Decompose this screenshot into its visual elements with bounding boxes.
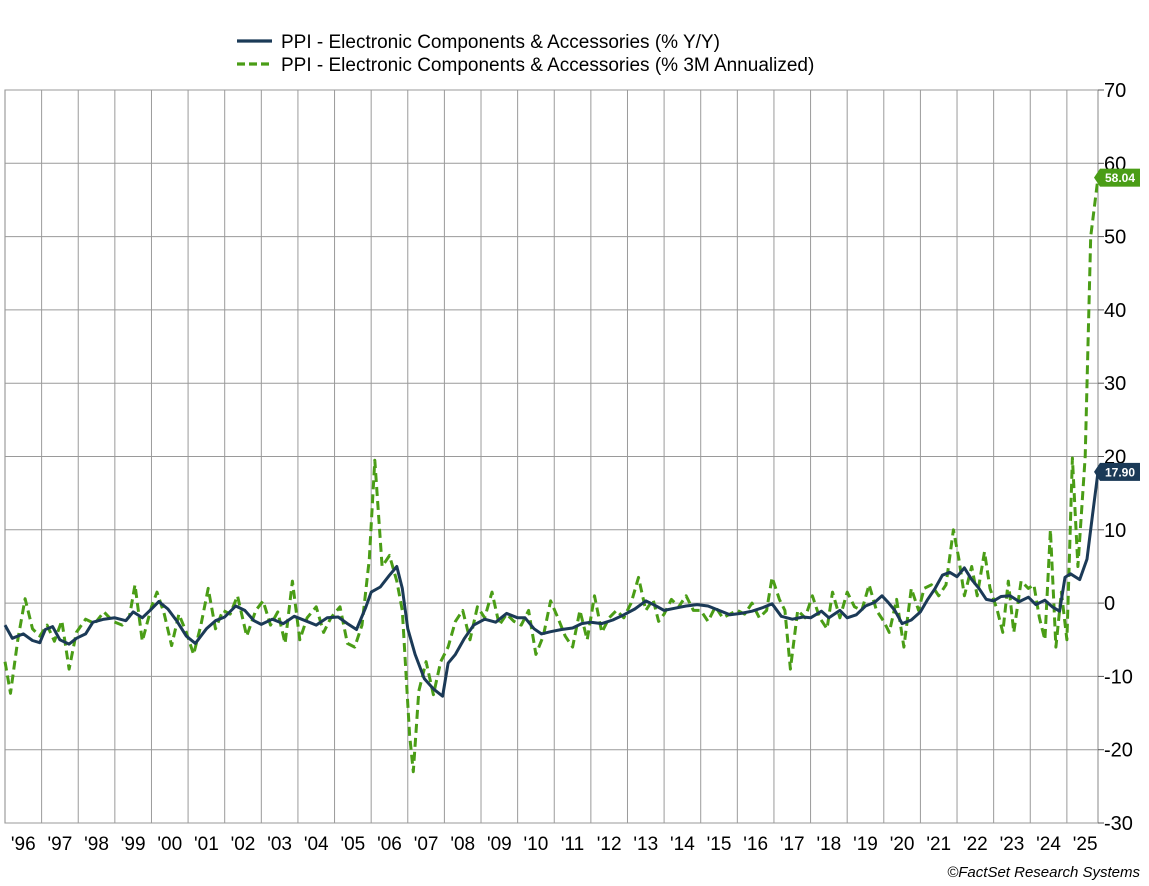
series-layer: [3, 177, 1100, 774]
badge-pointer: [1094, 462, 1100, 481]
y-tick-label: 40: [1104, 300, 1126, 322]
y-tick-label: 10: [1104, 520, 1126, 542]
y-tick-label: -10: [1104, 666, 1133, 688]
last-value-label: 58.04: [1105, 171, 1135, 185]
x-tick-label: '06: [377, 834, 402, 855]
y-tick-label: 0: [1104, 593, 1115, 615]
gridlines: [5, 89, 1098, 824]
x-tick-label: '98: [84, 834, 109, 855]
x-tick-label: '22: [963, 834, 988, 855]
x-axis: '96 '97 '98 '99 '00 '01 '02 '03 '04 '05 '06 '07 '08 '…: [11, 834, 1098, 855]
legend-label-3m: PPI - Electronic Components & Accessorie…: [281, 55, 814, 76]
x-tick-label: '21: [926, 834, 951, 855]
x-tick-label: '04: [304, 834, 329, 855]
badge-pointer: [1094, 168, 1100, 187]
x-tick-label: '09: [487, 834, 512, 855]
x-tick-label: '14: [670, 834, 695, 855]
x-tick-label: '16: [743, 834, 768, 855]
y-tick-label: 30: [1104, 373, 1126, 395]
x-tick-label: '18: [816, 834, 841, 855]
x-tick-label: '12: [597, 834, 622, 855]
x-tick-label: '02: [231, 834, 256, 855]
last-value-badge-yy: [1100, 462, 1140, 481]
x-tick-label: '25: [1073, 834, 1098, 855]
x-tick-label: '10: [524, 834, 549, 855]
y-tick-label: -30: [1104, 813, 1133, 835]
y-tick-label: 50: [1104, 227, 1126, 249]
last-value-label: 17.90: [1105, 465, 1135, 479]
last-value-badges: 17.90 58.04: [1094, 168, 1140, 481]
x-tick-label: '96: [11, 834, 36, 855]
x-tick-label: '08: [450, 834, 475, 855]
x-tick-label: '97: [48, 834, 73, 855]
series-line-3m-annualized: [3, 177, 1100, 774]
legend-label-yy: PPI - Electronic Components & Accessorie…: [281, 32, 720, 53]
x-tick-label: '17: [780, 834, 805, 855]
x-tick-label: '07: [414, 834, 439, 855]
x-tick-label: '15: [707, 834, 732, 855]
y-tick-label: -20: [1104, 740, 1133, 762]
x-tick-label: '11: [561, 834, 584, 855]
source-credit: ©FactSet Research Systems: [947, 864, 1140, 881]
legend: PPI - Electronic Components & Accessorie…: [237, 32, 814, 76]
series-line-yy: [3, 471, 1100, 698]
x-tick-label: '23: [1000, 834, 1025, 855]
x-tick-label: '01: [194, 834, 219, 855]
x-tick-label: '05: [340, 834, 365, 855]
last-value-badge-3m: [1100, 168, 1140, 187]
x-tick-label: '99: [121, 834, 146, 855]
x-tick-label: '24: [1036, 834, 1061, 855]
x-tick-label: '20: [890, 834, 915, 855]
x-tick-label: '00: [157, 834, 182, 855]
x-tick-label: '13: [633, 834, 658, 855]
x-tick-label: '03: [267, 834, 292, 855]
y-tick-label: 70: [1104, 80, 1126, 102]
x-tick-label: '19: [853, 834, 878, 855]
